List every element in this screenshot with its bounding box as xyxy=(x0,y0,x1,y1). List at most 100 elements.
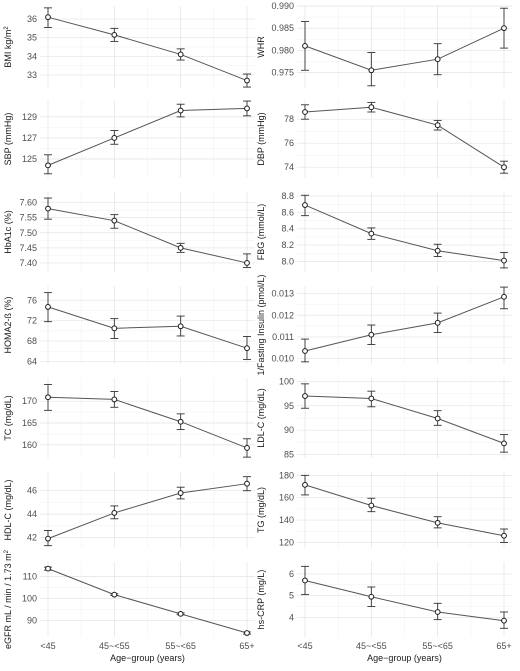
panel-12: 90 100 110 eGFR mL / min / 1.73 m2 <45 45~<55… xyxy=(3,549,255,663)
data-point xyxy=(501,293,507,300)
y-tick-label: 0.975 xyxy=(271,67,294,77)
y-tick-label: 180 xyxy=(279,470,294,480)
data-point xyxy=(501,164,507,171)
y-tick-label: 0.011 xyxy=(272,332,294,342)
data-point xyxy=(302,577,308,584)
y-tick-label: 78 xyxy=(284,114,294,124)
x-tick-label: <45 xyxy=(297,641,312,651)
data-point xyxy=(434,319,441,326)
y-tick-label: 6 xyxy=(289,569,294,579)
y-tick-label: 129 xyxy=(22,112,37,122)
data-point xyxy=(434,415,441,422)
y-axis-label: hs-CRP (mg/L) xyxy=(256,570,266,630)
data-point xyxy=(501,25,507,32)
y-tick-label: 0.980 xyxy=(271,45,294,55)
y-tick-label: 34 xyxy=(27,51,37,61)
series-line xyxy=(304,27,505,71)
y-tick-label: 46 xyxy=(27,486,37,496)
data-point xyxy=(111,325,118,332)
y-tick-label: 8.0 xyxy=(281,256,294,266)
data-point xyxy=(111,135,118,141)
data-point xyxy=(368,331,375,338)
data-point xyxy=(177,244,184,251)
y-tick-label: 8.6 xyxy=(281,207,294,217)
panel-3: 74 76 78 DBP (mmHg) xyxy=(256,100,512,178)
data-point xyxy=(434,56,441,63)
data-point xyxy=(45,205,51,212)
y-tick-label: 160 xyxy=(22,440,37,450)
x-tick-label: <45 xyxy=(40,641,55,651)
data-point xyxy=(501,532,507,539)
y-axis-label: HOMA2-ß (%) xyxy=(3,297,13,354)
data-point xyxy=(368,104,375,111)
x-tick-label: 45~<55 xyxy=(356,641,387,651)
y-tick-label: 7.50 xyxy=(19,228,37,238)
data-point xyxy=(244,480,250,487)
y-tick-label: 120 xyxy=(279,537,294,547)
y-axis-label: WHR xyxy=(256,36,266,58)
y-axis-label: BMI kg/m2 xyxy=(3,26,13,68)
y-tick-label: 5 xyxy=(289,591,294,601)
data-point xyxy=(434,519,441,526)
x-tick-label: 65+ xyxy=(496,641,511,651)
data-point xyxy=(501,257,507,264)
y-tick-label: 100 xyxy=(22,593,37,603)
data-point xyxy=(177,51,184,58)
y-tick-label: 90 xyxy=(27,615,37,625)
y-tick-label: 85 xyxy=(284,450,294,460)
y-tick-label: 7.40 xyxy=(19,258,37,268)
y-tick-label: 90 xyxy=(284,425,294,435)
data-point xyxy=(244,77,250,84)
data-point xyxy=(45,162,51,169)
y-tick-label: 42 xyxy=(27,532,37,542)
x-tick-label: 55~<65 xyxy=(165,641,196,651)
y-axis-label: HbA1c (%) xyxy=(3,210,13,254)
series-line xyxy=(47,107,248,166)
data-point xyxy=(501,617,507,624)
series-line xyxy=(304,395,505,444)
data-point xyxy=(244,345,250,352)
data-point xyxy=(368,395,375,402)
y-tick-label: 7.45 xyxy=(19,243,37,253)
x-tick-label: 55~<65 xyxy=(422,641,453,651)
data-point xyxy=(111,396,118,403)
series-line xyxy=(47,483,248,540)
y-tick-label: 8.4 xyxy=(281,224,294,234)
y-tick-label: 64 xyxy=(27,356,37,366)
y-tick-label: 76 xyxy=(27,295,37,305)
data-point xyxy=(45,565,51,572)
data-point xyxy=(45,535,51,542)
data-point xyxy=(177,490,184,496)
data-point xyxy=(302,393,308,399)
y-tick-label: 110 xyxy=(23,571,37,581)
series-line xyxy=(47,16,248,82)
panel-4: 7.40 7.45 7.50 7.55 7.60 HbA1c (%) xyxy=(3,192,255,272)
y-tick-label: 140 xyxy=(279,515,294,525)
data-point xyxy=(302,109,308,115)
data-point xyxy=(177,107,184,114)
panel-6: 64 68 72 76 HOMA2-ß (%) xyxy=(3,286,255,366)
data-point xyxy=(368,593,375,600)
data-point xyxy=(45,394,51,401)
panel-7: 0.010 0.011 0.012 0.013 1/Fasting Insulin (p… xyxy=(256,274,512,376)
y-axis-label: TC (mg/dL) xyxy=(3,395,13,441)
series-line xyxy=(304,484,505,537)
y-tick-label: 35 xyxy=(27,33,37,43)
y-tick-label: 7.60 xyxy=(19,198,37,208)
series-line xyxy=(304,106,505,168)
series-line xyxy=(47,208,248,264)
panel-9: 85 90 95 100 LDL-C (mg/dL) xyxy=(256,376,512,460)
panel-5: 8.0 8.2 8.4 8.6 8.8 FBG (mmol/L) xyxy=(256,191,512,272)
panel-11: 120 140 160 180 TG (mg/dL) xyxy=(256,470,512,548)
y-tick-label: 44 xyxy=(27,509,37,519)
y-tick-label: 4 xyxy=(289,612,294,622)
data-point xyxy=(111,591,118,598)
data-point xyxy=(302,348,308,354)
data-point xyxy=(434,247,441,254)
y-axis-label: eGFR mL / min / 1.73 m2 xyxy=(3,549,13,649)
y-tick-label: 0.010 xyxy=(271,354,294,364)
y-tick-label: 0.990 xyxy=(271,1,294,11)
series-line xyxy=(304,579,505,622)
y-tick-label: 8.2 xyxy=(281,240,294,250)
y-tick-label: 95 xyxy=(284,401,294,411)
